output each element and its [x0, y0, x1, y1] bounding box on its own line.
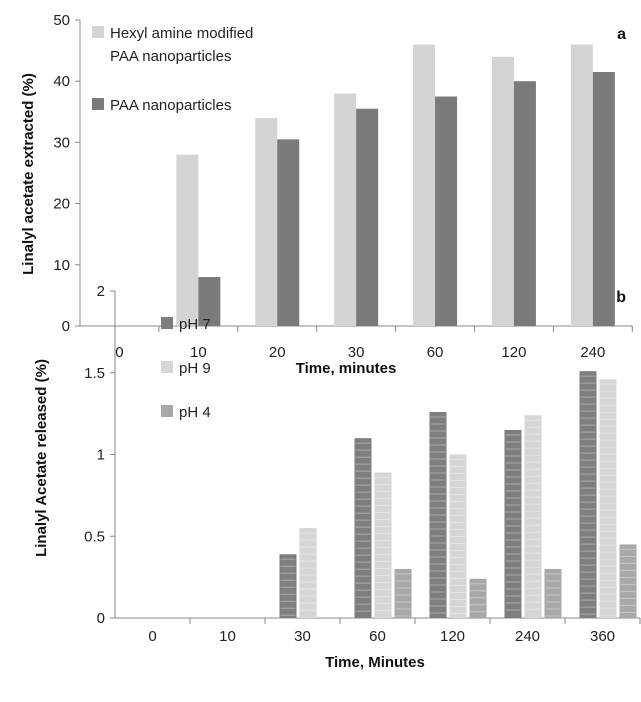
y-tick-label: 40 [53, 73, 70, 90]
y-tick-label: 1 [97, 447, 105, 464]
bar-hexyl-amine-modified-paa-nanoparticles-10 [176, 154, 199, 326]
bar-ph-7-30 [279, 554, 297, 618]
y-tick-label: 0 [97, 610, 105, 627]
x-tick-label: 120 [501, 344, 526, 361]
x-tick-label: 240 [580, 344, 605, 361]
x-tick-label: 10 [219, 628, 236, 645]
bar-ph-9-60 [374, 472, 392, 618]
x-tick-label: 360 [590, 628, 615, 645]
y-axis-title: Linalyl Acetate released (%) [33, 359, 50, 557]
x-tick-label: 60 [369, 628, 386, 645]
x-tick-label: 30 [348, 344, 365, 361]
legend-label: pH 7 [179, 316, 211, 333]
y-tick-label: 0 [62, 318, 70, 335]
y-tick-label: 1.5 [84, 365, 105, 382]
y-tick-label: 30 [53, 134, 70, 151]
x-tick-label: 0 [115, 344, 123, 361]
bar-hexyl-amine-modified-paa-nanoparticles-20 [255, 117, 278, 326]
bar-hexyl-amine-modified-paa-nanoparticles-60 [413, 44, 436, 326]
legend-label: pH 4 [179, 404, 211, 421]
bar-hexyl-amine-modified-paa-nanoparticles-120 [491, 56, 514, 326]
bar-ph-4-120 [469, 578, 487, 618]
legend-label: PAA nanoparticles [110, 97, 231, 114]
bar-ph-7-120 [429, 411, 447, 618]
bar-ph-9-360 [599, 379, 617, 618]
bar-ph-4-360 [619, 544, 637, 618]
y-tick-label: 50 [53, 12, 70, 29]
y-tick-label: 0.5 [84, 528, 105, 545]
panel-label: a [617, 26, 626, 43]
legend: Hexyl amine modified PAA nanoparticles PAA… [92, 25, 253, 114]
legend: pH 7 pH 9 pH 4 [161, 316, 211, 421]
bar-paa-nanoparticles-10 [198, 277, 221, 326]
bar-ph-9-120 [449, 454, 467, 618]
bar-ph-9-240 [524, 415, 542, 618]
bar-hexyl-amine-modified-paa-nanoparticles-30 [334, 93, 357, 326]
bar-paa-nanoparticles-30 [356, 108, 379, 327]
bar-paa-nanoparticles-20 [277, 139, 300, 326]
x-tick-label: 60 [427, 344, 444, 361]
x-tick-label: 240 [515, 628, 540, 645]
legend-label: Hexyl amine modified [110, 25, 253, 42]
y-axis-title: Linalyl acetate extracted (%) [20, 73, 37, 275]
bar-ph-7-240 [504, 429, 522, 618]
bar-ph-4-60 [394, 568, 412, 618]
x-tick-label: 10 [190, 344, 207, 361]
legend-swatch-2 [161, 405, 173, 417]
y-tick-label: 10 [53, 257, 70, 274]
bar-ph-9-30 [299, 528, 317, 618]
legend-swatch-0 [161, 317, 173, 329]
legend-swatch-1 [161, 361, 173, 373]
chart-panel-a: 0 10 20 30 40 50 0 10 20 30 60 120 240 Hexyl amine mo… [20, 12, 633, 377]
bar-ph-4-240 [544, 568, 562, 618]
bar-hexyl-amine-modified-paa-nanoparticles-240 [570, 44, 593, 326]
legend-label: pH 9 [179, 360, 211, 377]
bar-paa-nanoparticles-60 [435, 96, 458, 326]
x-tick-label: 30 [294, 628, 311, 645]
y-tick-label: 20 [53, 196, 70, 213]
panel-label: b [616, 289, 626, 306]
bar-paa-nanoparticles-240 [592, 72, 615, 327]
legend-label: PAA nanoparticles [110, 48, 231, 65]
y-tick-label: 2 [97, 283, 105, 300]
legend-swatch-0 [92, 26, 104, 38]
x-axis-title: Time, minutes [296, 360, 397, 377]
bar-ph-7-360 [579, 371, 597, 618]
bar-paa-nanoparticles-120 [513, 81, 536, 326]
legend-swatch-1 [92, 98, 104, 110]
x-tick-label: 20 [269, 344, 286, 361]
x-tick-label: 0 [148, 628, 156, 645]
x-axis-title: Time, Minutes [325, 654, 425, 671]
bar-ph-7-60 [354, 438, 372, 618]
x-tick-label: 120 [440, 628, 465, 645]
